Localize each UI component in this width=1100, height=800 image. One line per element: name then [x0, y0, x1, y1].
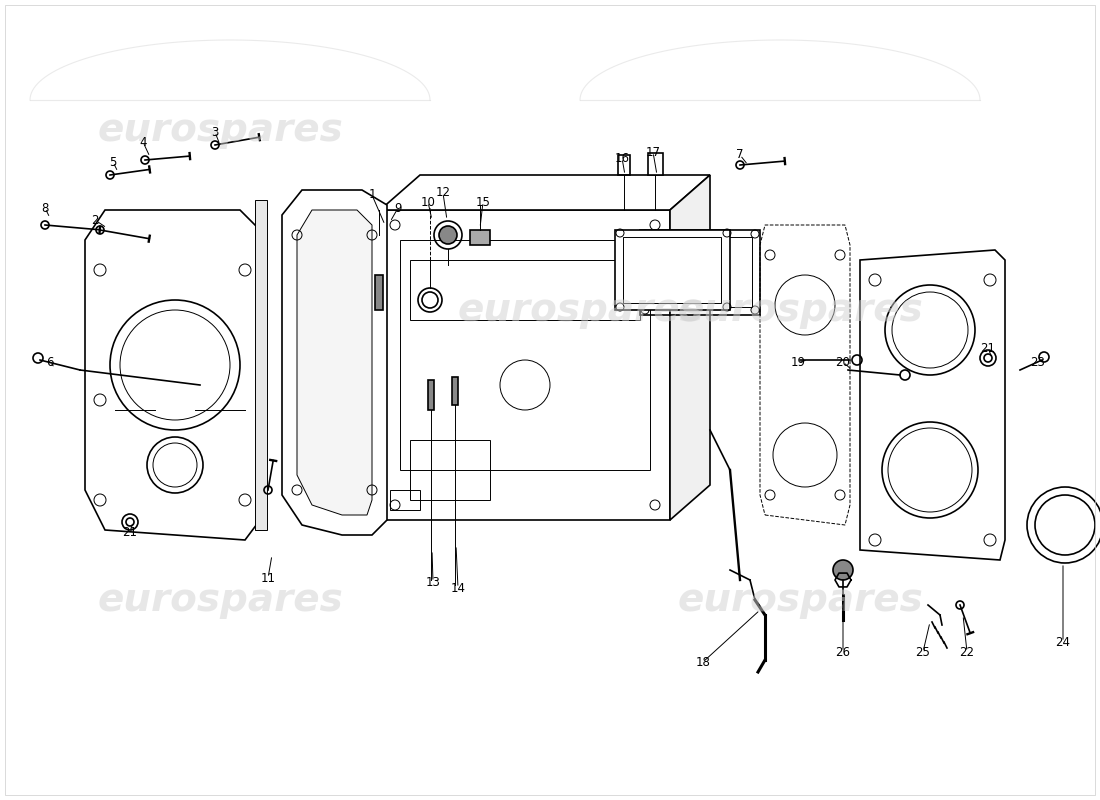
Text: eurospares: eurospares [97, 111, 343, 149]
Bar [390, 490, 420, 510]
Polygon shape [670, 175, 710, 520]
Bar [648, 153, 663, 175]
Bar [650, 237, 752, 307]
Text: 6: 6 [46, 355, 54, 369]
Polygon shape [282, 190, 387, 535]
Text: eurospares: eurospares [678, 291, 923, 329]
Circle shape [833, 560, 853, 580]
Text: 21: 21 [980, 342, 996, 354]
Text: eurospares: eurospares [458, 291, 703, 329]
Text: eurospares: eurospares [678, 581, 923, 619]
Bar [400, 240, 650, 470]
Text: 1: 1 [368, 189, 376, 202]
Text: 11: 11 [261, 571, 275, 585]
Bar [375, 275, 383, 310]
Text: 13: 13 [426, 575, 440, 589]
Text: 9: 9 [394, 202, 402, 214]
Text: 14: 14 [451, 582, 465, 594]
Bar [623, 237, 720, 303]
Text: 16: 16 [615, 151, 629, 165]
Bar [618, 155, 630, 175]
Bar [640, 230, 760, 315]
Bar [615, 230, 730, 310]
Text: 8: 8 [42, 202, 48, 214]
Text: 2: 2 [91, 214, 99, 226]
Text: 3: 3 [211, 126, 219, 138]
Polygon shape [860, 250, 1005, 560]
Bar [255, 200, 267, 530]
Text: 24: 24 [1056, 635, 1070, 649]
Text: 23: 23 [1031, 355, 1045, 369]
Text: eurospares: eurospares [97, 581, 343, 619]
Text: 25: 25 [915, 646, 931, 658]
Text: 20: 20 [836, 355, 850, 369]
Text: 17: 17 [646, 146, 660, 158]
Text: 26: 26 [836, 646, 850, 658]
Text: 12: 12 [436, 186, 451, 199]
Text: 18: 18 [695, 655, 711, 669]
Text: 22: 22 [959, 646, 975, 658]
Polygon shape [297, 210, 372, 515]
Bar [410, 440, 490, 500]
Circle shape [439, 226, 456, 244]
Polygon shape [379, 175, 710, 210]
Bar [428, 380, 435, 410]
Bar [470, 230, 490, 245]
Bar [410, 260, 640, 320]
Text: 5: 5 [109, 155, 117, 169]
Text: 19: 19 [791, 355, 805, 369]
Bar [452, 377, 458, 405]
Text: 4: 4 [140, 135, 146, 149]
Text: 10: 10 [420, 195, 436, 209]
Text: 7: 7 [736, 149, 744, 162]
Polygon shape [85, 210, 260, 540]
Text: 21: 21 [122, 526, 138, 538]
Text: 15: 15 [475, 195, 491, 209]
Bar [379, 210, 670, 520]
